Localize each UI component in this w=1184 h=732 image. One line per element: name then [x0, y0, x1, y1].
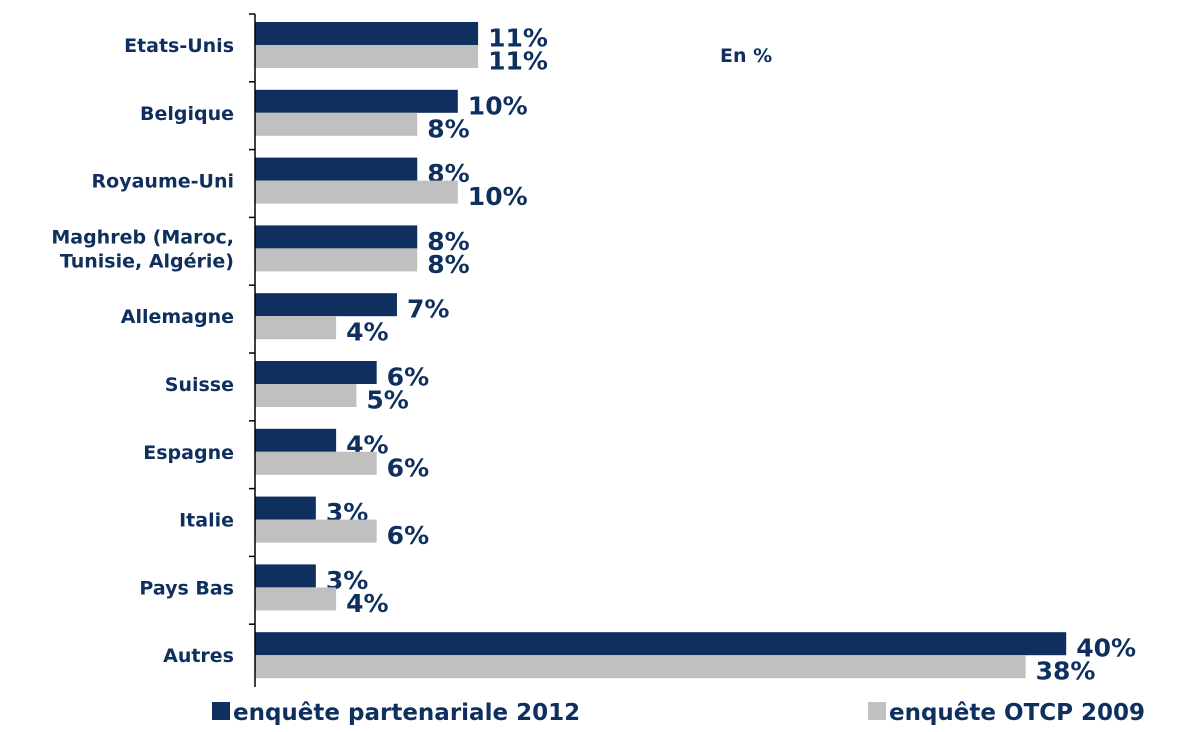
bar-series1	[255, 632, 1067, 656]
category-label: Tunisie, Algérie)	[60, 250, 234, 272]
value-label: 11%	[488, 24, 548, 53]
bar-series2	[255, 248, 418, 272]
bar-series1	[255, 157, 418, 181]
unit-note: En %	[720, 45, 772, 67]
bar-series1	[255, 361, 377, 384]
category-label: Belgique	[140, 103, 234, 125]
value-label: 10%	[468, 91, 528, 120]
value-label: 11%	[488, 47, 548, 76]
bar-series1	[255, 89, 458, 113]
category-label: Royaume-Uni	[92, 171, 234, 193]
value-label: 38%	[1036, 657, 1096, 686]
bar-series1	[255, 496, 316, 520]
value-label: 6%	[387, 363, 429, 392]
legend-label-series2: enquête OTCP 2009	[889, 700, 1145, 726]
bar-series2	[255, 384, 357, 407]
category-label: Autres	[163, 645, 234, 667]
category-label: Etats-Unis	[124, 35, 234, 57]
bar-series2	[255, 316, 337, 340]
bar-series1	[255, 428, 337, 452]
legend-swatch-series1	[212, 702, 230, 720]
category-label: Espagne	[143, 442, 234, 464]
value-label: 4%	[346, 589, 388, 618]
value-label: 5%	[366, 386, 408, 415]
category-label: Allemagne	[121, 306, 234, 328]
category-label: Suisse	[165, 374, 234, 396]
bar-series2	[255, 519, 377, 543]
value-label: 8%	[427, 250, 469, 279]
value-label: 10%	[468, 182, 528, 211]
bar-series1	[255, 293, 397, 317]
legend-label-series1: enquête partenariale 2012	[233, 700, 580, 726]
value-label: 7%	[407, 295, 449, 324]
bar-series2	[255, 655, 1026, 679]
bar-series2	[255, 451, 377, 475]
bar-series2	[255, 180, 458, 204]
bar-series1	[255, 225, 418, 249]
value-label: 4%	[346, 318, 388, 347]
bar-series2	[255, 587, 337, 611]
category-label: Italie	[179, 510, 234, 532]
bar-series2	[255, 45, 479, 68]
bar-series1	[255, 564, 316, 588]
value-label: 8%	[427, 227, 469, 256]
category-label: Maghreb (Maroc,	[51, 226, 234, 248]
value-label: 8%	[427, 114, 469, 143]
category-label: Pays Bas	[139, 577, 234, 599]
value-label: 6%	[387, 453, 429, 482]
legend-swatch-series2	[868, 702, 886, 720]
value-label: 40%	[1076, 634, 1136, 663]
value-label: 6%	[387, 521, 429, 550]
bar-series2	[255, 112, 418, 136]
bar-series1	[255, 22, 479, 45]
